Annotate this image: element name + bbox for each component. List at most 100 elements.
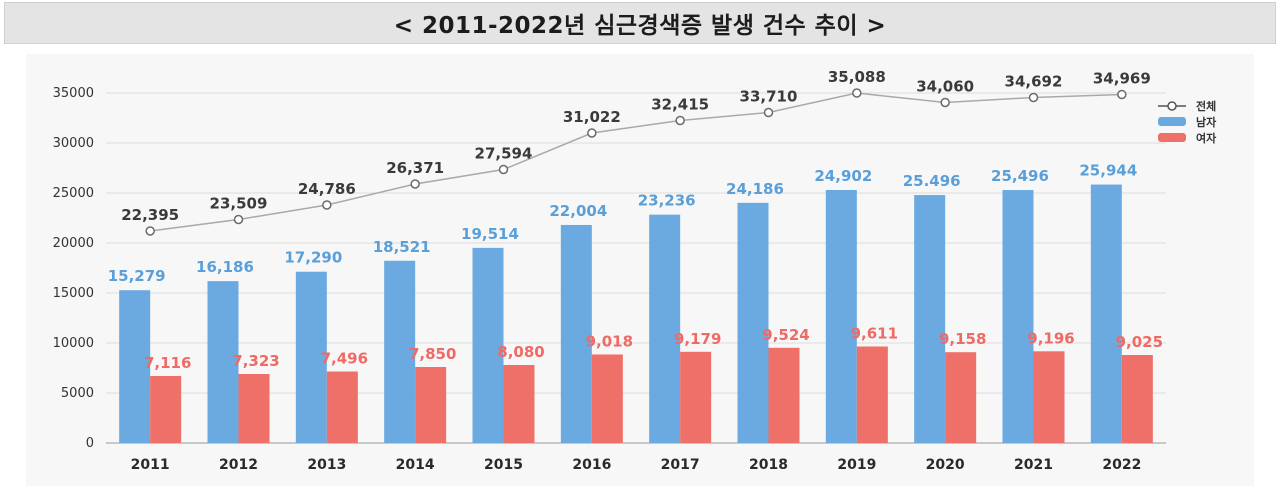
x-tick-label: 2015 [484,457,523,473]
total-data-label: 23,509 [210,195,268,213]
total-line [150,92,1122,232]
female-data-label: 9,018 [586,333,633,351]
male-data-label: 22,004 [549,202,607,220]
female-bar [326,371,358,443]
total-point [145,226,155,236]
male-bar [737,202,769,443]
legend-label-female: 여자 [1196,131,1217,145]
male-bar [295,271,327,443]
total-point [1028,92,1039,103]
male-bar [825,189,857,443]
y-tick-label: 25000 [53,186,94,201]
total-point [410,179,420,189]
x-tick-label: 2016 [572,457,611,473]
male-bar [649,214,681,443]
female-bar [680,351,712,443]
male-data-label: 24,902 [814,167,872,185]
y-tick-label: 20000 [53,236,94,251]
male-data-label: 25.496 [903,172,961,190]
y-tick-label: 0 [86,436,94,451]
male-data-label: 18,521 [373,238,431,256]
female-data-label: 9,025 [1116,333,1163,351]
female-bar [415,367,447,443]
total-data-label: 32,415 [651,96,709,114]
y-tick-label: 10000 [53,336,94,351]
female-data-label: 9,524 [762,326,809,344]
x-tick-label: 2017 [661,457,700,473]
x-tick-label: 2022 [1102,457,1141,473]
female-bar [238,374,270,443]
x-tick-label: 2011 [131,457,170,473]
total-data-label: 35,088 [828,68,886,86]
total-data-label: 31,022 [563,108,621,126]
male-bar [207,281,239,443]
male-bar [914,195,946,443]
legend-line-marker [1167,101,1177,111]
female-data-label: 7,496 [321,350,368,368]
male-data-label: 15,279 [108,267,166,285]
x-tick-label: 2019 [837,457,876,473]
male-data-label: 17,290 [284,249,342,267]
y-tick-label: 15000 [53,286,94,301]
x-tick-label: 2014 [396,457,435,473]
legend-label-total: 전체 [1196,99,1216,113]
male-bar [1090,184,1122,443]
x-tick-label: 2012 [219,457,258,473]
total-point [587,128,597,138]
female-data-label: 8,080 [497,343,544,361]
y-tick-label: 5000 [61,386,94,401]
total-data-label: 34,692 [1005,73,1063,91]
chart-panel: 0 5000 10000 15000 20000 25000 30000 35000 15,27… [26,54,1254,486]
total-data-label: 34,969 [1093,70,1151,88]
male-bar [1002,190,1034,443]
legend-label-male: 남자 [1196,115,1217,129]
total-point [322,200,332,210]
female-bar [503,365,535,443]
female-bar [150,376,182,443]
total-point [940,97,950,108]
male-bar [119,290,151,443]
x-tick-label: 2013 [307,457,346,473]
female-bar [945,352,977,443]
female-bar [768,347,800,443]
female-bar [591,354,623,443]
female-data-label: 9,158 [939,330,986,348]
bar-line-chart: 0 5000 10000 15000 20000 25000 30000 35000 15,27… [53,68,1217,473]
female-data-label: 9,611 [851,325,898,343]
male-bar [560,224,592,443]
male-data-label: 23,236 [638,192,696,210]
total-point [763,107,774,118]
total-data-label: 27,594 [475,145,533,163]
female-data-label: 7,116 [144,354,191,372]
legend-swatch-female [1158,133,1186,142]
chart-title-bar: < 2011-2022년 심근경색증 발생 건수 추이 > [4,2,1276,44]
x-tick-label: 2018 [749,457,788,473]
male-data-label: 25,496 [991,167,1049,185]
male-data-label: 25,944 [1079,162,1137,180]
y-tick-label: 30000 [53,136,94,151]
female-data-label: 7,850 [409,345,456,363]
total-data-label: 26,371 [386,159,444,177]
chart-title: < 2011-2022년 심근경색증 발생 건수 추이 > [393,13,887,39]
female-bar [1121,355,1153,443]
y-tick-label: 35000 [53,86,94,101]
total-point [498,164,509,175]
male-data-label: 19,514 [461,225,519,243]
total-data-label: 24,786 [298,180,356,198]
x-tick-label: 2021 [1014,457,1053,473]
male-bar [384,260,416,443]
female-bar [856,346,888,443]
total-point [675,115,685,126]
male-data-label: 16,186 [196,258,254,276]
female-bar [1033,351,1065,443]
female-data-label: 9,179 [674,330,721,348]
total-point [1117,89,1127,100]
total-data-label: 22,395 [121,206,179,224]
male-data-label: 24,186 [726,180,784,198]
female-data-label: 7,323 [232,352,279,370]
legend-swatch-male [1158,117,1186,126]
male-bar [472,247,504,443]
total-point [233,214,244,225]
total-point [852,88,862,98]
x-tick-label: 2020 [926,457,965,473]
